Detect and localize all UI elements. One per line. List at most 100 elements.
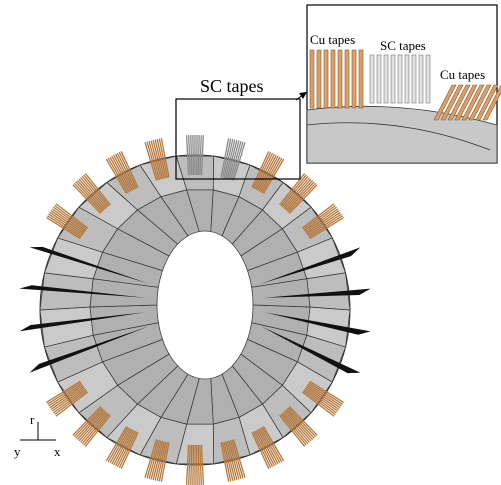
tape (80, 177, 108, 209)
inset: Cu tapes SC tapes Cu tapes (306, 4, 501, 164)
tape (150, 140, 162, 180)
inset-tape (468, 84, 492, 121)
tape (54, 390, 88, 416)
tape (144, 142, 158, 181)
tape (50, 386, 85, 410)
tape (221, 442, 232, 482)
tape (158, 138, 169, 178)
tape (51, 208, 86, 233)
tape (280, 413, 307, 446)
inset-tape (482, 84, 501, 121)
tape (284, 178, 312, 210)
tape (258, 155, 279, 192)
inset-sc-tape (397, 54, 403, 104)
tape (229, 140, 242, 180)
tape (84, 414, 111, 447)
tape (53, 206, 87, 232)
inset-sc-tape (418, 54, 424, 104)
tape (120, 432, 139, 469)
tape (308, 382, 343, 405)
tape (49, 384, 84, 409)
tape (158, 442, 169, 482)
inset-sc-tape (425, 54, 431, 104)
blade (261, 247, 361, 284)
tape (76, 409, 105, 441)
inset-sc-tape (369, 54, 375, 104)
tape (309, 217, 344, 240)
tape (225, 139, 236, 179)
tape (111, 428, 132, 465)
tape (254, 152, 274, 190)
tape (252, 431, 272, 469)
tape (257, 154, 277, 191)
arrow-head (299, 92, 307, 99)
callout-label: SC tapes (200, 76, 264, 96)
tape (154, 139, 165, 179)
tape (307, 383, 342, 407)
tape (306, 211, 341, 236)
tape (46, 217, 81, 240)
tape (47, 215, 82, 238)
inset-sc-tape (411, 54, 417, 104)
coil-ring (19, 135, 371, 485)
tape (254, 430, 274, 468)
tape (288, 406, 318, 436)
tape (286, 181, 315, 212)
axis-label: x (54, 444, 61, 459)
tape (301, 203, 335, 229)
inset-label: Cu tapes (310, 32, 355, 47)
axis-label: y (14, 444, 21, 459)
tape (257, 429, 277, 466)
tape (78, 410, 106, 442)
tape (279, 414, 306, 447)
inset-sc-tape (376, 54, 382, 104)
tape (48, 213, 83, 237)
tape (75, 408, 104, 439)
tape (307, 213, 342, 237)
tape (50, 210, 85, 234)
tape (120, 151, 139, 188)
tape (252, 151, 272, 189)
tape (48, 383, 83, 407)
tape (75, 181, 104, 212)
tape (286, 408, 315, 439)
tape (148, 140, 161, 180)
tape (81, 175, 109, 208)
tape (107, 157, 129, 194)
tape (221, 138, 232, 178)
inset-ring (306, 105, 498, 164)
tape (200, 135, 205, 176)
tape (113, 429, 133, 466)
tape (288, 184, 318, 214)
inset-tape (337, 49, 343, 109)
tape (185, 135, 190, 176)
tape (47, 382, 82, 405)
tape (113, 154, 133, 191)
tape (46, 380, 81, 403)
inset-tape (344, 49, 350, 109)
tape (146, 141, 159, 181)
tape (188, 444, 191, 485)
tape (118, 431, 138, 469)
tape (81, 412, 109, 445)
tape (223, 441, 234, 482)
tape (285, 409, 314, 441)
inset-tape (323, 49, 329, 109)
tape (190, 444, 193, 485)
inset-sc-tape (390, 54, 396, 104)
tape (223, 138, 234, 179)
tape (226, 139, 238, 180)
inset-tape (454, 84, 478, 121)
inset-tape (461, 84, 485, 121)
tape (160, 442, 170, 482)
tape (231, 141, 244, 181)
tape (304, 208, 339, 233)
blade (19, 312, 146, 332)
inset-content (306, 49, 501, 164)
tape (49, 211, 84, 236)
inset-sc-tape (404, 54, 410, 104)
tape (226, 440, 238, 481)
tape (156, 441, 167, 482)
tape (261, 157, 283, 194)
